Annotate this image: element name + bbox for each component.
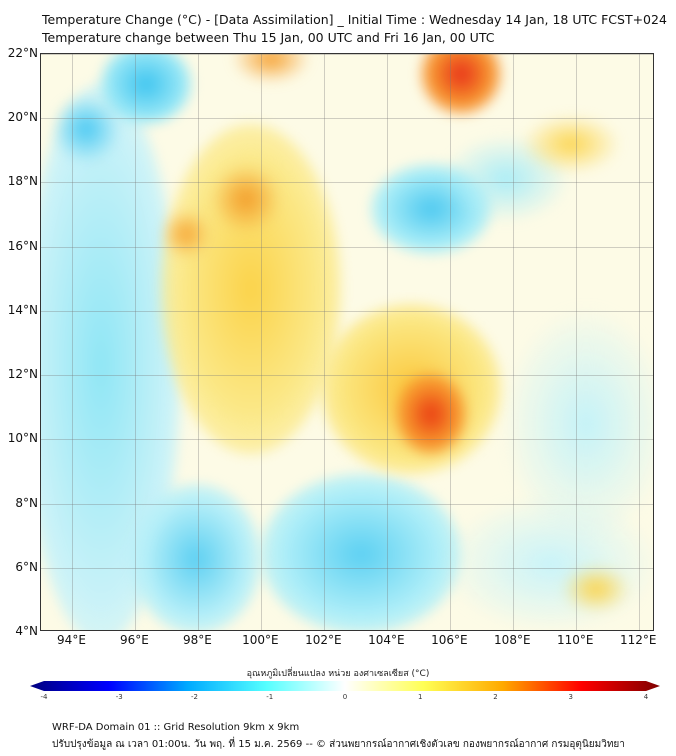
colorbar-tick: -3	[115, 693, 123, 701]
lon-label: 110°E	[557, 633, 594, 647]
cool-area	[261, 474, 461, 630]
lat-label: 18°N	[7, 174, 38, 189]
lon-label: 106°E	[431, 633, 468, 647]
lat-gridline	[41, 182, 653, 184]
warm-area	[211, 164, 281, 234]
lon-label: 108°E	[494, 633, 531, 647]
lat-label: 4°N	[15, 624, 38, 638]
lon-gridline	[198, 54, 200, 630]
lat-label: 8°N	[15, 495, 38, 510]
colorbar-tick: -2	[191, 693, 198, 701]
lon-label: 98°E	[182, 633, 212, 647]
lon-gridline	[387, 54, 389, 630]
lon-gridline	[576, 54, 578, 630]
chart-subtitle: Temperature change between Thu 15 Jan, 0…	[42, 30, 495, 45]
lon-gridline	[639, 54, 641, 630]
lat-label: 12°N	[7, 367, 38, 382]
warm-area	[421, 54, 501, 114]
cool-area	[441, 494, 653, 630]
cool-area	[51, 94, 121, 164]
lon-gridline	[513, 54, 515, 630]
lat-gridline	[41, 375, 653, 377]
lon-gridline	[72, 54, 74, 630]
temperature-change-map	[40, 53, 654, 631]
colorbar-tick: 2	[493, 693, 498, 701]
lon-label: 94°E	[57, 633, 86, 647]
lat-gridline	[41, 310, 653, 312]
warm-area	[521, 114, 621, 174]
warm-area	[561, 564, 631, 614]
lat-label: 14°N	[7, 302, 38, 317]
colorbar	[30, 681, 660, 691]
lon-gridline	[135, 54, 137, 630]
lon-gridline	[324, 54, 326, 630]
lat-gridline	[41, 118, 653, 120]
lon-label: 104°E	[368, 633, 405, 647]
lat-gridline	[41, 439, 653, 441]
lon-gridline	[450, 54, 452, 630]
lat-gridline	[41, 54, 653, 55]
lat-label: 16°N	[7, 238, 38, 253]
lat-gridline	[41, 567, 653, 569]
colorbar-tick: 3	[568, 693, 573, 701]
colorbar-tick: 1	[418, 693, 423, 701]
lat-gridline	[41, 503, 653, 505]
lat-label: 22°N	[7, 46, 38, 60]
footer-model-info: WRF-DA Domain 01 :: Grid Resolution 9km …	[52, 722, 300, 733]
lat-label: 10°N	[7, 431, 38, 446]
chart-title: Temperature Change (°C) - [Data Assimila…	[42, 12, 667, 27]
lon-gridline	[261, 54, 263, 630]
lat-label: 20°N	[7, 110, 38, 125]
cool-area	[131, 484, 261, 630]
warm-area	[396, 374, 466, 454]
lon-label: 102°E	[305, 633, 342, 647]
lon-label: 96°E	[120, 633, 149, 647]
warm-area	[231, 54, 311, 84]
colorbar-tick: 4	[643, 693, 649, 701]
colorbar-tick: -4	[40, 693, 48, 701]
lon-label: 112°E	[620, 633, 657, 647]
colorbar-tick: -1	[266, 693, 274, 701]
warm-area	[161, 209, 211, 259]
lat-label: 6°N	[15, 559, 38, 574]
colorbar-tick: 0	[342, 693, 348, 701]
footer-credit: ปรับปรุงข้อมูล ณ เวลา 01:00น. วัน พฤ. ที…	[52, 739, 625, 750]
lat-gridline	[41, 246, 653, 248]
lon-label: 100°E	[242, 633, 279, 647]
colorbar-label: อุณหภูมิเปลี่ยนแปลง หน่วย องศาเซลเซียส (…	[246, 669, 430, 679]
